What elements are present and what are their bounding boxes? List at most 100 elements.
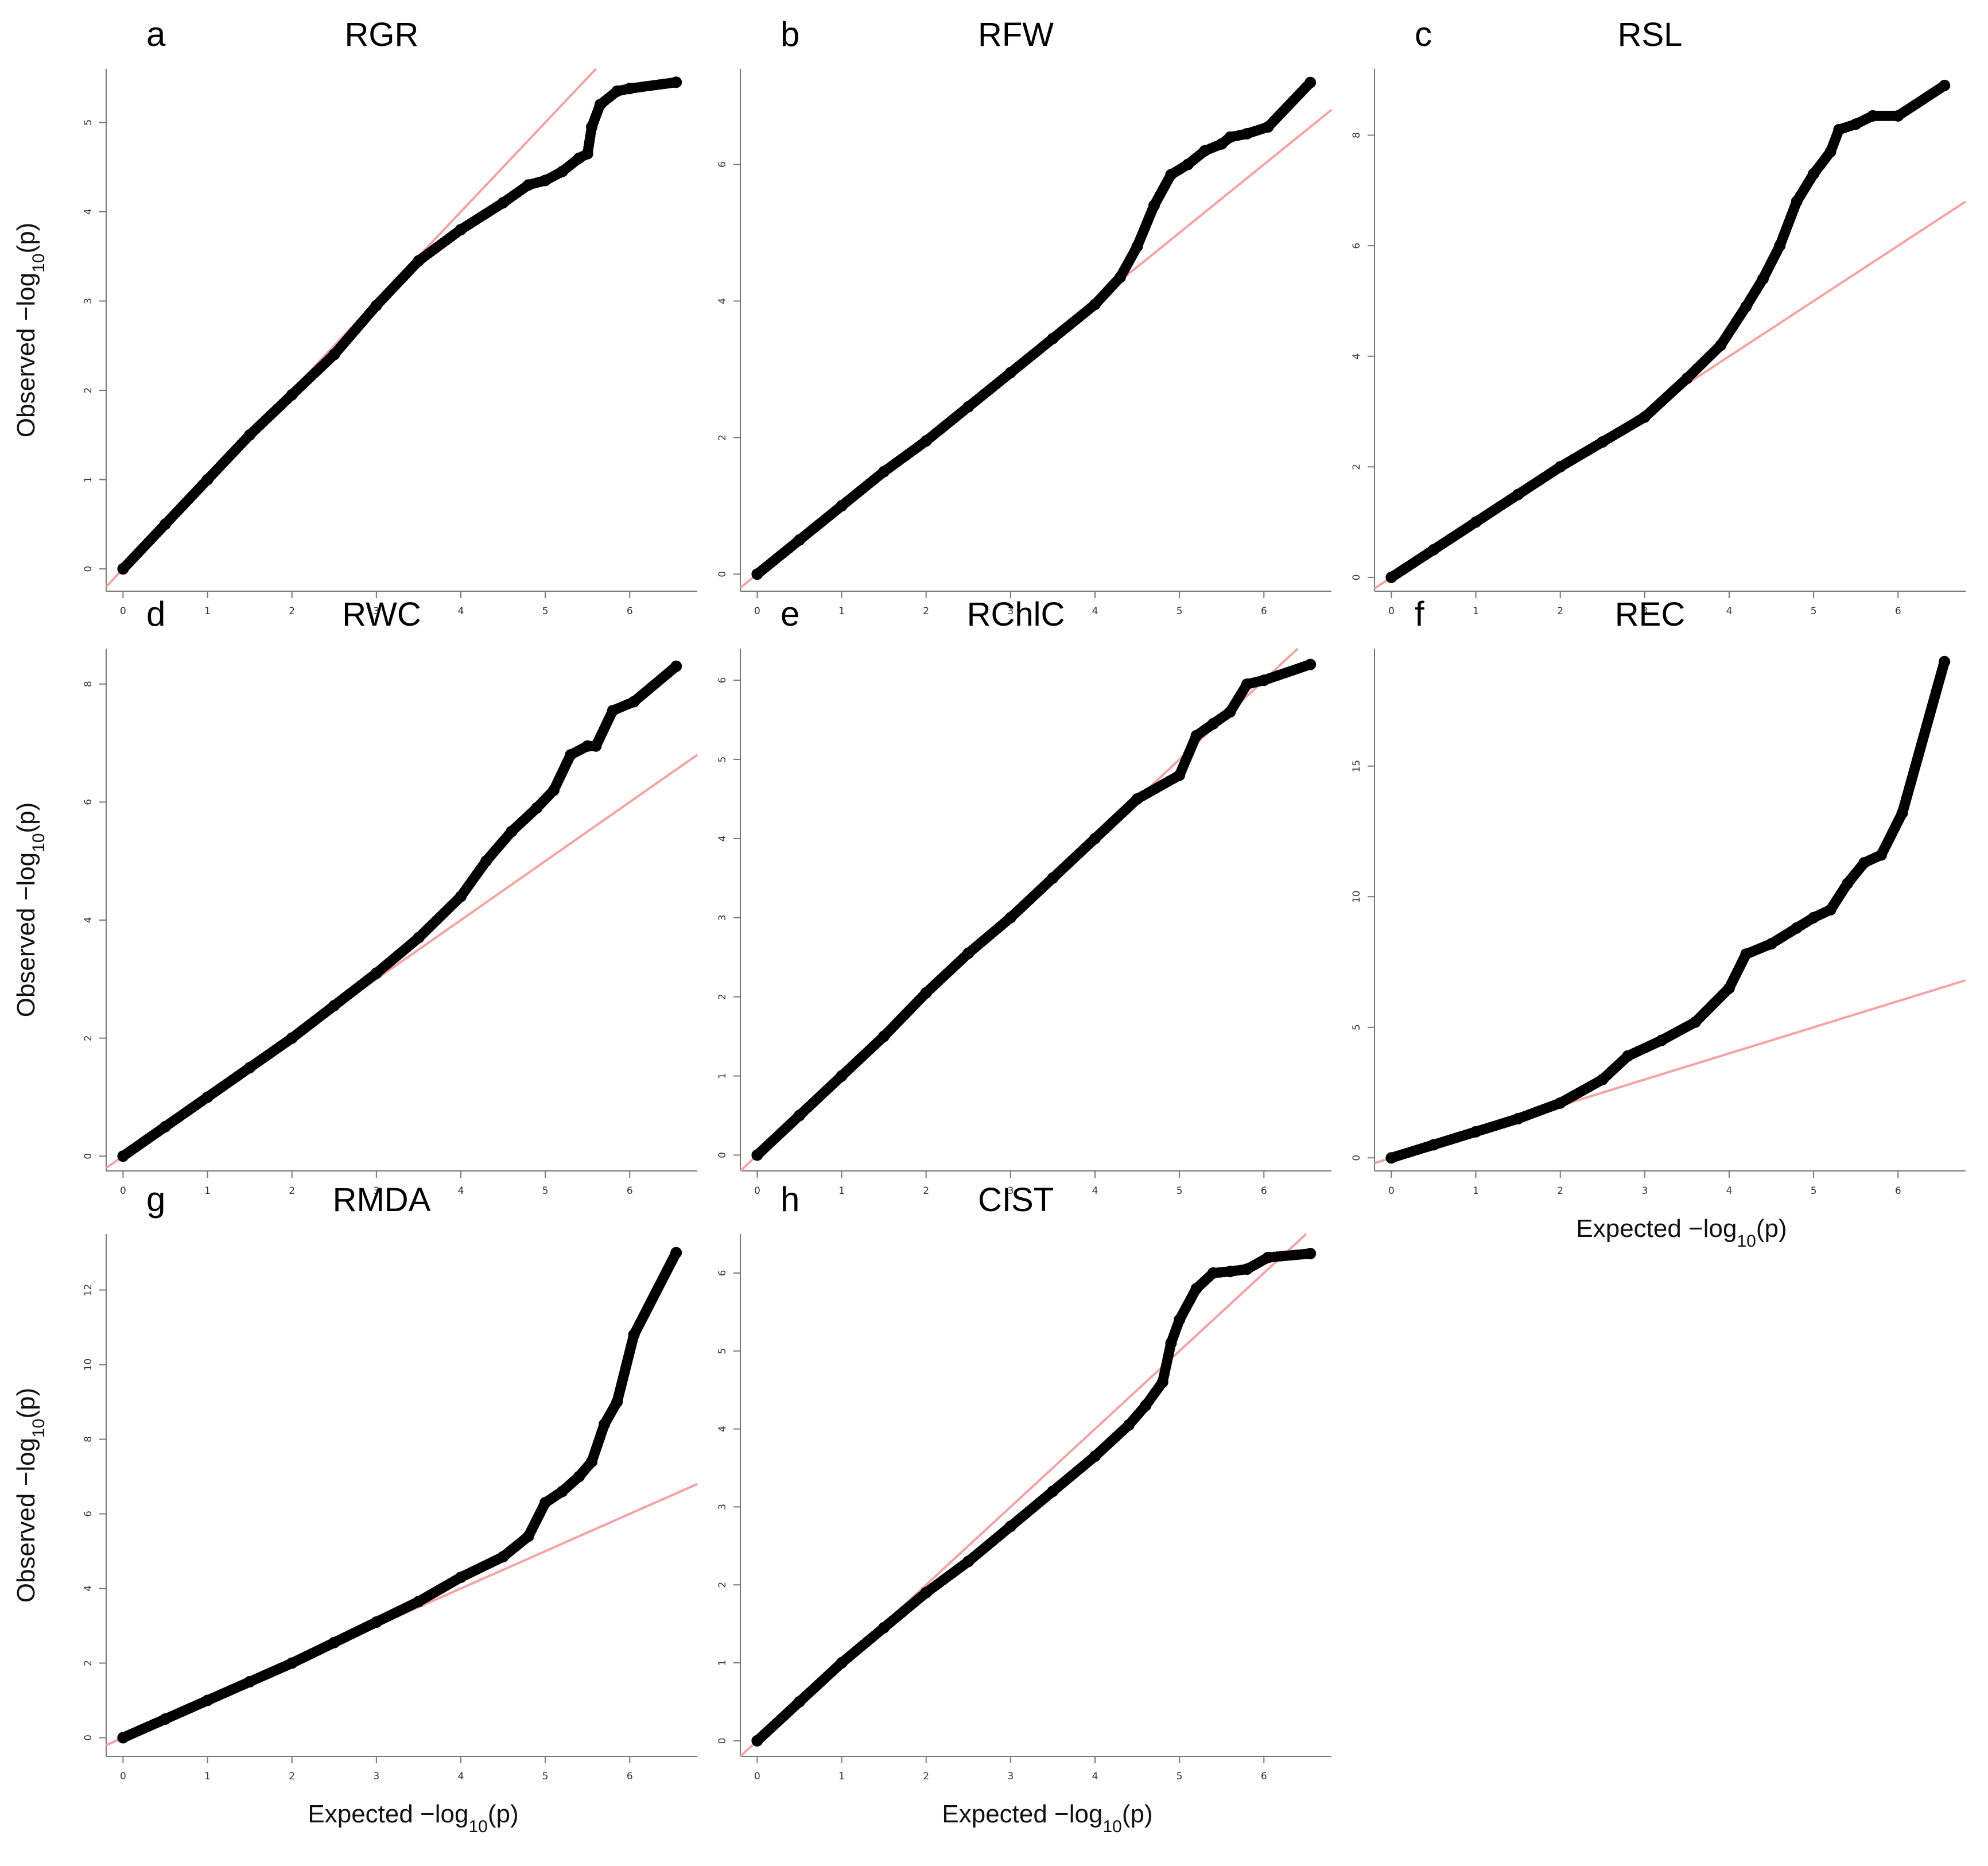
- x-tick-label: 6: [1895, 1185, 1901, 1197]
- x-tick-label: 2: [1557, 606, 1563, 617]
- data-point: [117, 1150, 129, 1162]
- y-tick-label: 6: [717, 677, 728, 684]
- data-point: [1258, 674, 1270, 686]
- data-point: [201, 474, 213, 486]
- series-points: [751, 658, 1317, 1161]
- data-point: [1858, 857, 1870, 869]
- data-point: [581, 740, 593, 752]
- x-tick-label: 0: [754, 1185, 760, 1197]
- data-point: [1004, 911, 1016, 924]
- data-point: [370, 1616, 382, 1628]
- x-tick-label: 1: [1473, 606, 1479, 617]
- data-point: [556, 1485, 568, 1498]
- data-point: [1207, 718, 1219, 730]
- y-tick-label: 5: [1351, 1024, 1362, 1030]
- data-point: [920, 987, 932, 999]
- panel-title: RFW: [978, 16, 1054, 53]
- data-point: [1156, 1376, 1168, 1388]
- data-point: [1765, 938, 1777, 950]
- data-point: [531, 802, 543, 814]
- panel-letter: e: [781, 595, 799, 633]
- x-tick-label: 2: [289, 1771, 295, 1782]
- data-point: [1004, 367, 1016, 379]
- x-tick-label: 3: [1641, 606, 1648, 617]
- y-tick-label: 0: [83, 1735, 94, 1741]
- data-point: [160, 1120, 171, 1132]
- x-tick-label: 4: [1092, 606, 1098, 617]
- y-tick-label: 15: [1351, 760, 1362, 773]
- x-tick-label: 4: [1092, 1185, 1098, 1197]
- data-point: [201, 1091, 213, 1103]
- data-point: [455, 224, 467, 235]
- y-tick-label: 6: [717, 1270, 728, 1276]
- data-point: [413, 1596, 425, 1608]
- data-point: [1597, 436, 1609, 448]
- data-point: [117, 563, 129, 575]
- data-point: [1740, 301, 1752, 313]
- x-tick-label: 5: [1177, 1185, 1183, 1197]
- y-tick-label: 2: [83, 387, 94, 394]
- data-point: [1047, 332, 1059, 344]
- x-tick-label: 4: [1726, 606, 1733, 617]
- data-point: [244, 1062, 256, 1074]
- x-tick-label: 2: [923, 1771, 929, 1782]
- data-point: [1140, 1399, 1152, 1411]
- y-tick-label: 2: [717, 1582, 728, 1588]
- x-tick-label: 3: [1007, 606, 1014, 617]
- data-point: [539, 1497, 552, 1508]
- data-point: [1262, 121, 1274, 133]
- data-point: [1681, 373, 1693, 385]
- data-point: [573, 1471, 585, 1483]
- data-point: [1304, 658, 1317, 670]
- data-point: [1131, 793, 1143, 805]
- data-point: [497, 1551, 509, 1563]
- x-tick-label: 1: [204, 606, 211, 617]
- data-point: [1131, 240, 1143, 253]
- data-point: [581, 148, 593, 160]
- data-point: [836, 1657, 848, 1669]
- y-tick-label: 2: [717, 994, 728, 1000]
- y-axis-label: Observed −log10(p): [12, 223, 48, 438]
- data-point: [1182, 158, 1194, 170]
- panel-letter: f: [1415, 595, 1424, 633]
- series-points: [751, 76, 1317, 580]
- y-tick-label: 4: [83, 917, 94, 924]
- x-tick-label: 3: [373, 1185, 379, 1197]
- y-tick-label: 2: [83, 1660, 94, 1666]
- data-point: [1512, 1113, 1524, 1124]
- data-point: [1190, 730, 1202, 742]
- data-point: [1470, 516, 1482, 528]
- x-tick-label: 5: [1811, 606, 1817, 617]
- data-point: [962, 947, 974, 959]
- data-point: [244, 1676, 256, 1687]
- data-point: [1224, 1266, 1236, 1278]
- series-points: [117, 660, 682, 1162]
- data-point: [962, 1555, 974, 1568]
- y-tick-label: 0: [83, 1153, 94, 1159]
- data-point: [920, 1586, 932, 1599]
- x-tick-label: 5: [542, 606, 549, 617]
- y-tick-label: 4: [717, 298, 728, 304]
- y-tick-label: 6: [1351, 243, 1362, 249]
- x-tick-label: 6: [627, 1771, 633, 1782]
- data-point: [1757, 273, 1769, 285]
- data-point: [244, 429, 256, 441]
- data-point: [370, 967, 382, 979]
- x-tick-label: 6: [1895, 606, 1901, 617]
- data-point: [751, 568, 763, 580]
- y-tick-label: 6: [83, 1511, 94, 1517]
- panel-letter: d: [146, 595, 165, 633]
- data-point: [1241, 128, 1253, 139]
- data-point: [1740, 948, 1752, 960]
- y-tick-label: 8: [83, 1436, 94, 1442]
- data-point: [328, 348, 340, 360]
- data-point: [480, 855, 492, 867]
- data-point: [590, 740, 602, 752]
- series-points: [1385, 79, 1951, 583]
- series-points: [117, 1247, 682, 1744]
- data-point: [413, 255, 425, 267]
- data-point: [497, 197, 509, 209]
- y-tick-label: 3: [717, 1504, 728, 1510]
- data-point: [539, 174, 552, 187]
- panel-letter: c: [1415, 15, 1432, 53]
